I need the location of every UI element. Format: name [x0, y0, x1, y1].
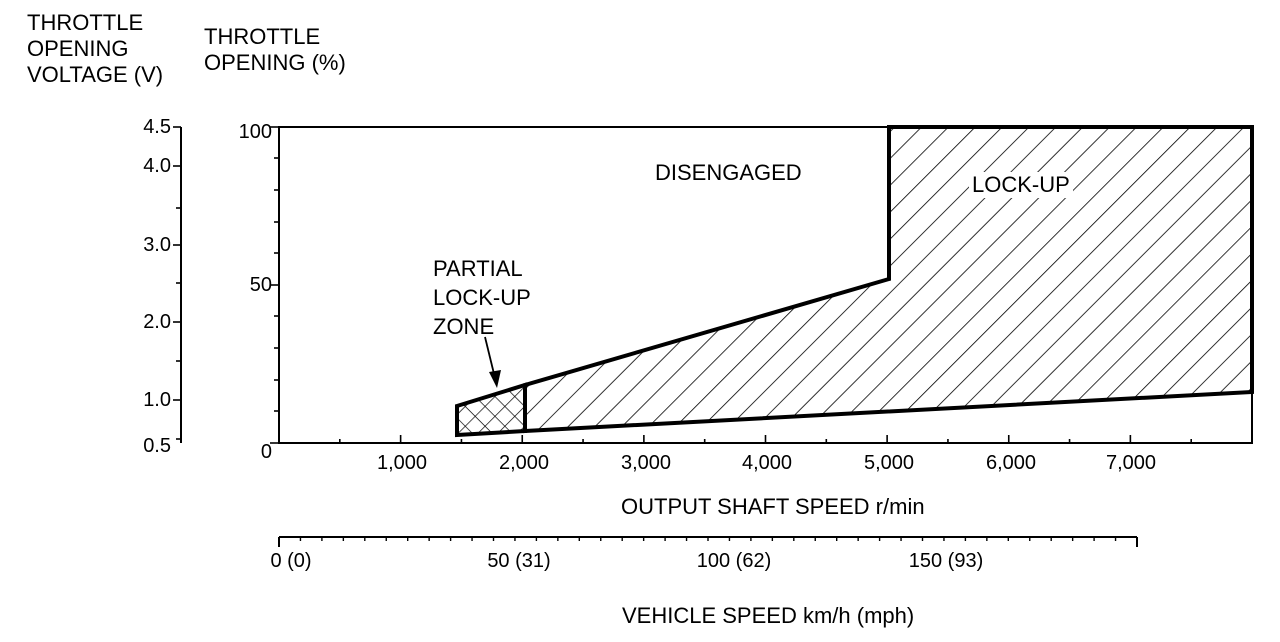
x-tick-label: 3,000 [620, 452, 672, 474]
partial-lockup-label: PARTIAL LOCK-UP ZONE [433, 254, 531, 341]
lockup-label: LOCK-UP [969, 172, 1073, 198]
x-ticks [339, 435, 1192, 443]
voltage-title-line: VOLTAGE (V) [27, 62, 164, 87]
x-tick-label: 7,000 [1105, 452, 1157, 474]
partial-zone-arrow-line [484, 336, 496, 379]
vehicle-tick-label: 100 (62) [696, 550, 772, 572]
vehicle-tick-label: 50 (31) [487, 550, 551, 572]
voltage-tick-label: 4.0 [143, 155, 171, 177]
percent-tick-label: 50 [249, 274, 272, 296]
x-tick-label: 2,000 [498, 452, 550, 474]
partial-label-line: ZONE [433, 314, 495, 339]
voltage-tick-label: 0.5 [143, 435, 171, 457]
x-tick-label: 1,000 [376, 452, 428, 474]
voltage-tick-label: 1.0 [143, 389, 171, 411]
vehicle-tick-label: 150 (93) [908, 550, 984, 572]
x-tick-label: 6,000 [985, 452, 1037, 474]
partial-label-line: PARTIAL [433, 256, 523, 281]
voltage-tick-label: 2.0 [143, 311, 171, 333]
x-tick-label: 4,000 [741, 452, 793, 474]
voltage-title-line: THROTTLE [27, 10, 144, 35]
vehicle-tick-label: 0 (0) [270, 550, 312, 572]
percent-tick-label: 100 [238, 121, 272, 143]
percent-tick-label: 0 [260, 441, 272, 463]
voltage-axis-title: THROTTLE OPENING VOLTAGE (V) [27, 10, 163, 88]
partial-label-line: LOCK-UP [433, 285, 531, 310]
percent-title-line: OPENING (%) [204, 50, 346, 75]
partial-zone-arrow-head [489, 370, 501, 388]
percent-title-line: THROTTLE [204, 24, 321, 49]
disengaged-label: DISENGAGED [655, 160, 802, 185]
partial-lockup-zone [455, 382, 527, 438]
percent-axis-title: THROTTLE OPENING (%) [204, 24, 346, 76]
x-axis-title: OUTPUT SHAFT SPEED r/min [621, 494, 925, 519]
voltage-title-line: OPENING [27, 36, 129, 61]
voltage-ticks [173, 126, 181, 440]
vehicle-ticks [278, 537, 1138, 547]
voltage-tick-label: 4.5 [143, 116, 171, 138]
lockup-zone [523, 125, 1254, 434]
x-tick-label: 5,000 [863, 452, 915, 474]
vehicle-axis-title: VEHICLE SPEED km/h (mph) [622, 603, 915, 628]
voltage-tick-label: 3.0 [143, 234, 171, 256]
